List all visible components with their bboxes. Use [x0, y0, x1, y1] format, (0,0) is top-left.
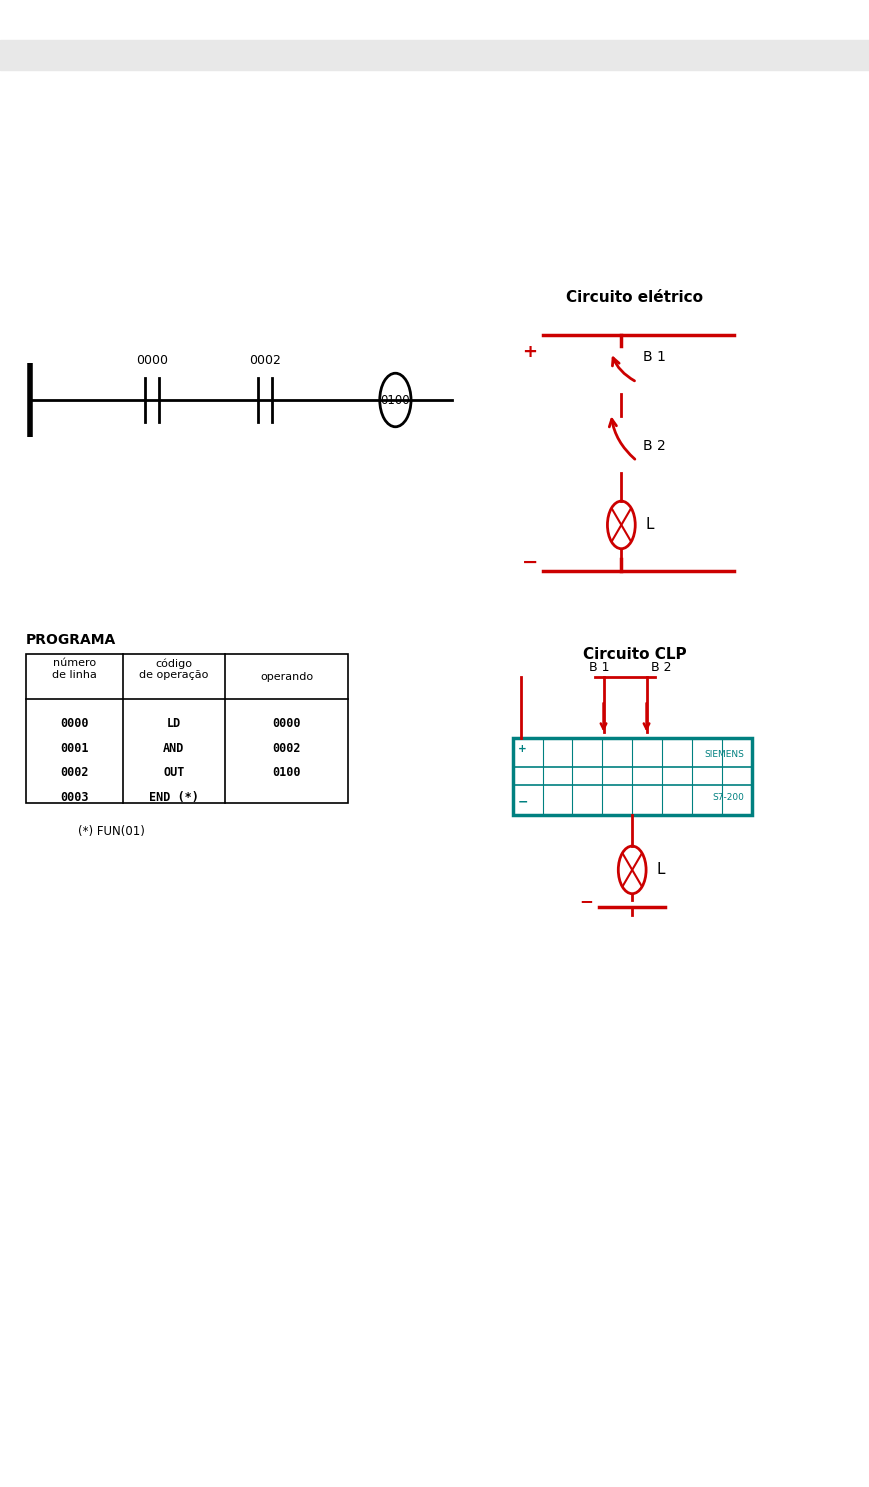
- Text: 0002: 0002: [272, 742, 301, 754]
- Bar: [0, 40, 869, 70]
- Text: END (*): END (*): [149, 791, 199, 804]
- Text: OUT: OUT: [163, 766, 184, 779]
- Bar: [513, 738, 752, 815]
- Text: +: +: [518, 744, 527, 754]
- Text: Circuito CLP: Circuito CLP: [582, 647, 687, 662]
- Text: LD: LD: [167, 717, 181, 730]
- Text: (*) FUN(01): (*) FUN(01): [78, 825, 145, 839]
- Text: 0100: 0100: [381, 394, 410, 406]
- Text: 0000: 0000: [60, 717, 89, 730]
- Text: 0001: 0001: [60, 742, 89, 754]
- Text: código
de operação: código de operação: [139, 659, 209, 680]
- Text: número
de linha: número de linha: [52, 659, 96, 680]
- Text: L: L: [657, 862, 665, 877]
- Text: SIEMENS: SIEMENS: [705, 749, 745, 758]
- Text: S7-200: S7-200: [713, 794, 745, 803]
- Text: 0002: 0002: [249, 354, 281, 367]
- Text: B 1: B 1: [643, 349, 666, 364]
- Text: operando: operando: [260, 672, 313, 681]
- Text: 0003: 0003: [60, 791, 89, 804]
- Text: PROGRAMA: PROGRAMA: [26, 633, 116, 647]
- Text: 0000: 0000: [272, 717, 301, 730]
- Bar: [26, 654, 348, 803]
- Text: Circuito elétrico: Circuito elétrico: [566, 290, 703, 305]
- Text: −: −: [580, 892, 593, 910]
- Text: L: L: [646, 517, 654, 532]
- Text: 0100: 0100: [272, 766, 301, 779]
- Text: B 2: B 2: [643, 439, 666, 454]
- Text: −: −: [522, 553, 538, 571]
- Text: +: +: [522, 343, 538, 361]
- Text: 0002: 0002: [60, 766, 89, 779]
- Text: B 2: B 2: [651, 660, 672, 674]
- Text: B 1: B 1: [589, 660, 609, 674]
- Text: AND: AND: [163, 742, 184, 754]
- Text: 0000: 0000: [136, 354, 168, 367]
- Text: −: −: [518, 796, 528, 809]
